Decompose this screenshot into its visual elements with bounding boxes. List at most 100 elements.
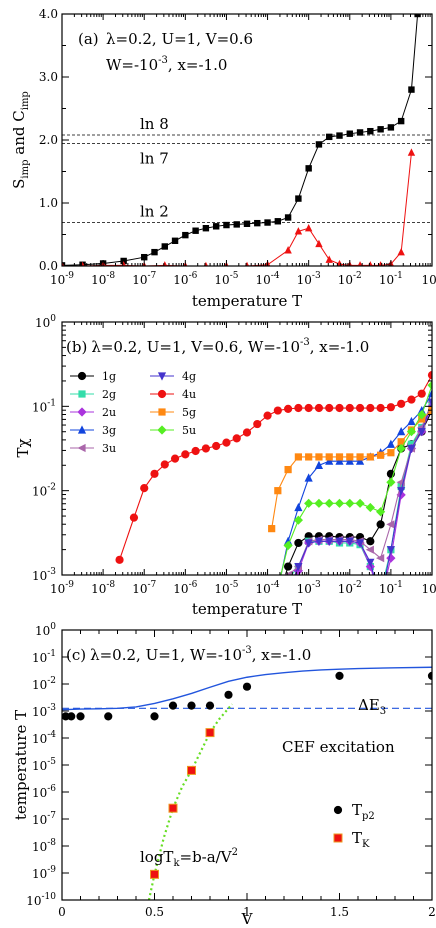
point-2g [285, 576, 292, 583]
entropy-point [387, 124, 395, 131]
series-line-3g [280, 393, 432, 575]
point-5g [268, 525, 276, 533]
x-tick-label: 1 [243, 905, 251, 919]
entropy-point [151, 248, 158, 256]
de3-label-text: ΔE [358, 696, 380, 714]
y-tick-label: 1.0 [39, 196, 58, 210]
tick-exp: -4 [47, 730, 56, 740]
tick-exp: -1 [47, 649, 56, 659]
x-tick-label: 10-6 [173, 271, 197, 287]
tk-point [205, 728, 215, 738]
point-4u [222, 438, 231, 447]
point-4g [325, 537, 334, 546]
entropy-point [356, 129, 364, 136]
y-tick-label: 10-7 [32, 811, 56, 827]
point-3g [427, 389, 432, 398]
panel-c-xlabel: V [241, 910, 254, 928]
y-tick-label: 4.0 [39, 7, 58, 21]
tick-exp: -9 [65, 580, 74, 590]
legend-label-5g: 5g [182, 406, 196, 419]
fit-label: logTk=b-a/V2 [140, 847, 238, 869]
point-4u [386, 403, 395, 412]
panel-a: 10-910-810-710-610-510-410-310-210-11000… [10, 7, 436, 310]
legend-base: T [352, 829, 362, 847]
x-tick-label: 2 [428, 905, 436, 919]
point-3g [397, 427, 406, 436]
point-4u [232, 434, 241, 443]
point-4u [140, 484, 149, 493]
tick-base: 10 [32, 732, 47, 746]
y-tick-label: 0.0 [39, 259, 58, 273]
entropy-point [377, 126, 384, 133]
tp2-point [205, 701, 215, 710]
point-5g [284, 465, 292, 474]
tick-exp: -8 [47, 838, 56, 848]
point-4u [376, 403, 385, 413]
series-line-5u [280, 385, 432, 575]
y-tick-label: 100 [35, 622, 56, 638]
point-3g [304, 473, 313, 482]
point-5u [365, 502, 375, 513]
panel-c-ticks: 0 0.5 1 1.5 210-1010-910-810-710-610-510-410… [26, 622, 436, 919]
point-5g [366, 453, 374, 461]
legend-marker-4u [157, 389, 167, 399]
point-5g [294, 453, 302, 461]
entropy-point [284, 214, 292, 221]
point-4g [335, 537, 344, 546]
entropy-point [408, 86, 415, 93]
tp2-point [427, 671, 432, 680]
legend-sub: K [362, 839, 370, 850]
fit-curve [147, 703, 234, 900]
tp2-point [104, 712, 113, 721]
point-4u [355, 403, 365, 413]
point-1g [366, 537, 375, 546]
point-3g [407, 416, 416, 426]
point-1g [376, 520, 385, 529]
point-4u [150, 469, 159, 478]
panel-b: 10-910-810-710-610-510-410-310-210-11001… [14, 314, 436, 618]
x-tick-label: 100 [421, 271, 436, 287]
legend-label-p2: Tp2 [352, 801, 375, 822]
tick-base: 10 [32, 867, 47, 881]
series-line [62, 152, 412, 266]
point-5g [274, 487, 282, 495]
de3-label-sub: 3 [380, 706, 386, 717]
entropy-point [243, 220, 251, 227]
x-tick-label: 10-8 [91, 580, 115, 596]
point-4u [201, 444, 210, 453]
specific-heat-point [315, 239, 323, 248]
tick-exp: -6 [47, 784, 56, 794]
specific-heat-point [325, 255, 333, 263]
legend-label-4u: 4u [182, 388, 196, 401]
specific-heat-point [284, 246, 292, 254]
entropy-point [305, 165, 312, 172]
point-4u [335, 403, 344, 413]
panel-b-frame [61, 321, 433, 576]
tick-exp: -6 [189, 271, 198, 281]
entropy-point [367, 127, 374, 135]
y-tick-label: 10-2 [32, 676, 56, 692]
entropy-point [212, 223, 220, 230]
x-tick-label: 10-3 [297, 580, 321, 596]
x-tick-label: 10-7 [132, 580, 156, 596]
entropy-point [171, 237, 179, 244]
tp2-point [242, 682, 252, 691]
tp2-point [187, 701, 196, 710]
point-3g [335, 456, 344, 465]
entropy-point [141, 253, 148, 261]
point-4g [386, 546, 395, 555]
tick-exp: -3 [47, 567, 56, 577]
x-tick-label: 10-4 [256, 271, 280, 287]
panel-b-label-text: (b) [66, 338, 87, 356]
y-tick-label: 10-1 [32, 398, 56, 414]
tick-exp: -1 [394, 580, 403, 590]
point-1g [294, 538, 303, 548]
tick-base: 10 [173, 582, 188, 596]
tick-base: 10 [297, 273, 312, 287]
legend-label-1g: 1g [102, 370, 116, 383]
tick-exp: -2 [353, 271, 362, 281]
panel-c-marks [62, 666, 432, 900]
entropy-point [202, 225, 210, 232]
tp2-point [168, 701, 178, 710]
y-tick-label: 10-9 [32, 865, 56, 881]
